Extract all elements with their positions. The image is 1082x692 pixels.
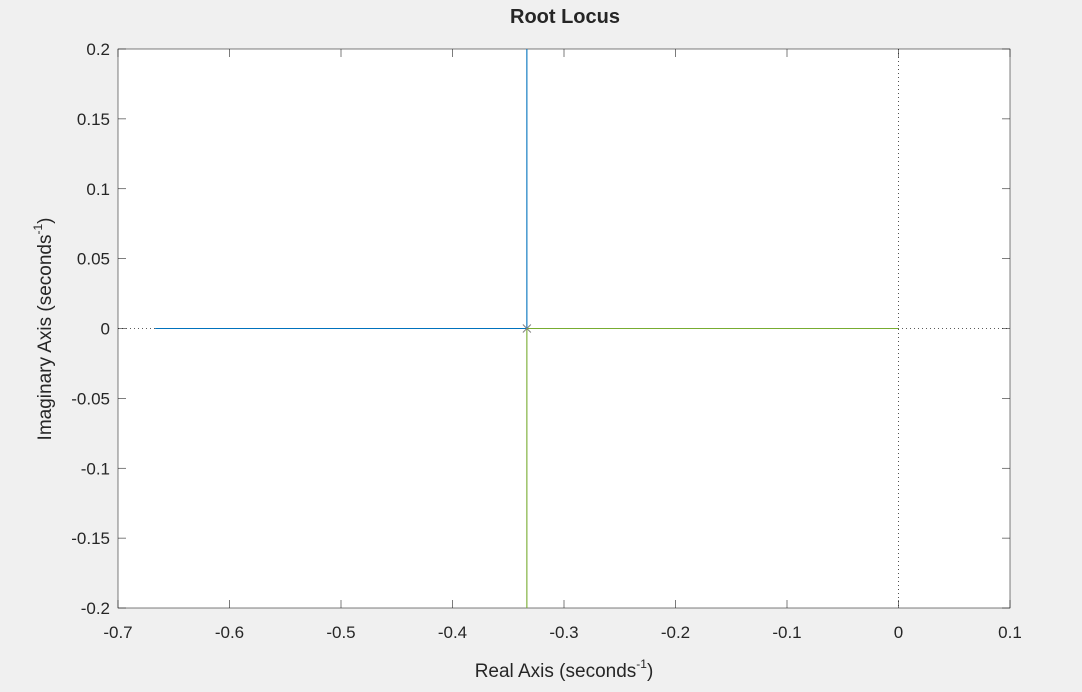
y-tick-label: 0.05 [77,250,110,269]
y-tick-label: -0.2 [81,599,110,618]
y-tick-label: 0.15 [77,110,110,129]
x-axis-label-close: ) [647,661,653,682]
locus-branches [155,49,899,608]
x-tick-label: -0.7 [103,623,132,642]
x-tick-label: -0.3 [549,623,578,642]
y-tick-label: 0.2 [86,40,110,59]
x-tick-label: -0.2 [661,623,690,642]
plot-area [117,48,1011,609]
x-tick-label: -0.4 [438,623,467,642]
y-tick-label: -0.05 [71,389,110,408]
x-tick-labels: -0.7 -0.6 -0.5 -0.4 -0.3 -0.2 -0.1 0 0.1 [103,623,1021,642]
x-tick-label: 0.1 [998,623,1022,642]
y-tick-labels: 0.2 0.15 0.1 0.05 0 -0.05 -0.1 -0.15 -0.2 [71,40,110,618]
pole-markers [522,324,532,333]
y-axis-label-exponent: -1 [31,224,45,235]
chart-title: Root Locus [510,6,620,28]
x-tick-label: -0.1 [772,623,801,642]
x-tick-label: -0.5 [326,623,355,642]
x-tick-label: 0 [894,623,903,642]
y-tick-label: 0 [101,320,110,339]
y-tick-label: 0.1 [86,180,110,199]
y-tick-label: -0.1 [81,459,110,478]
pole-marker [522,324,532,333]
pole-marker-stroke [522,324,532,333]
y-axis-label-close: ) [35,218,56,224]
y-tick-label: -0.15 [71,529,110,548]
y-axis-label: Imaginary Axis (seconds-1) [31,218,56,441]
x-axis-label-text: Real Axis (seconds [475,661,637,682]
x-axis-label: Real Axis (seconds-1) [475,657,654,682]
tick-marks [117,48,1011,609]
x-axis-label-exponent: -1 [636,657,647,671]
x-tick-label: -0.6 [215,623,244,642]
y-axis-label-text: Imaginary Axis (seconds [35,235,56,441]
